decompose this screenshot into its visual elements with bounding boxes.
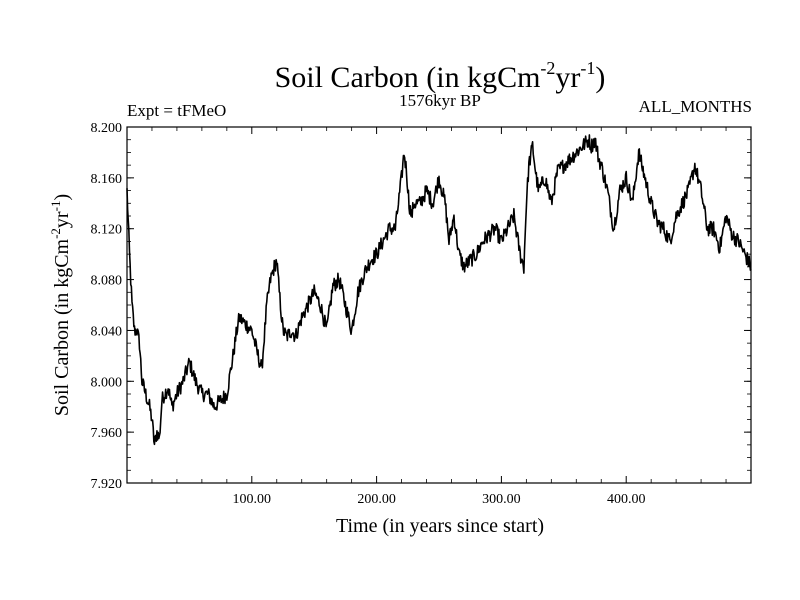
y-tick-label: 8.000 bbox=[91, 375, 123, 390]
ylabel-sup-1: -2 bbox=[48, 228, 63, 239]
y-tick-label: 8.080 bbox=[91, 274, 123, 289]
title-end: ) bbox=[595, 61, 605, 94]
title-mid: yr bbox=[555, 61, 580, 94]
y-tick-label: 8.040 bbox=[91, 324, 123, 339]
title-sup-2: -1 bbox=[580, 58, 595, 78]
months-label: ALL_MONTHS bbox=[639, 97, 752, 116]
y-tick-label: 8.200 bbox=[91, 121, 123, 136]
series-line-soil-carbon bbox=[126, 134, 752, 446]
x-tick-label: 300.00 bbox=[482, 492, 521, 507]
x-axis-label: Time (in years since start) bbox=[336, 515, 544, 537]
ylabel-main: Soil Carbon (in kgCm bbox=[51, 238, 73, 416]
y-tick-label: 8.120 bbox=[91, 223, 123, 238]
ylabel-sup-2: -1 bbox=[48, 201, 63, 212]
x-tick-label: 100.00 bbox=[233, 492, 272, 507]
title-main: Soil Carbon (in kgCm bbox=[275, 61, 541, 94]
title-sup-1: -2 bbox=[540, 58, 555, 78]
y-tick-label: 7.960 bbox=[91, 426, 123, 441]
ylabel-mid: yr bbox=[51, 211, 73, 228]
x-tick-label: 200.00 bbox=[357, 492, 396, 507]
series-group bbox=[126, 134, 752, 446]
experiment-label: Expt = tFMeO bbox=[127, 101, 226, 120]
x-tick-label: 400.00 bbox=[607, 492, 646, 507]
ylabel-end: ) bbox=[51, 194, 73, 201]
y-tick-label: 8.160 bbox=[91, 172, 123, 187]
axis-ticks: 7.920 7.960 8.000 8.040 8.080 8.120 8.160 8.200… bbox=[91, 121, 751, 507]
chart-title: Soil Carbon (in kgCm-2yr-1) bbox=[275, 58, 606, 94]
y-axis-label: Soil Carbon (in kgCm-2yr-1) bbox=[48, 194, 73, 416]
y-tick-label: 7.920 bbox=[91, 477, 123, 492]
subtitle-label: 1576kyr BP bbox=[399, 91, 481, 110]
